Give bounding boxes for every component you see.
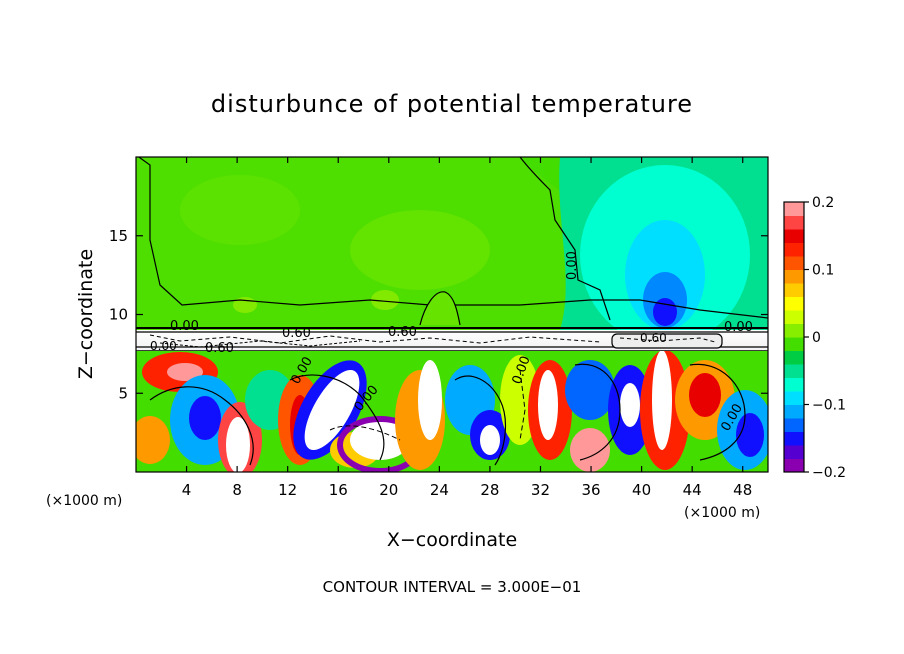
upper-field [136, 157, 768, 330]
colorbar-swatch [784, 364, 804, 378]
colorbar-swatch [784, 229, 804, 243]
colorbar: 0.2 0.1 0 −0.1 −0.2 [783, 195, 846, 481]
x-tick-label: 8 [232, 481, 242, 499]
x-tick-label: 48 [733, 481, 752, 499]
contour-label: 0.00 [724, 320, 753, 335]
y-axis: 5 10 15 [109, 227, 768, 402]
colorbar-swatch [784, 431, 804, 446]
x-tick-label: 4 [182, 481, 192, 499]
chart-title: disturbunce of potential temperature [211, 90, 693, 118]
colorbar-swatch [784, 323, 804, 338]
colorbar-tick-label: 0.2 [812, 195, 834, 211]
colorbar-swatch [784, 404, 804, 419]
y-axis-label: Z−coordinate [75, 249, 97, 379]
x-tick-label: 28 [480, 481, 499, 499]
x-tick-label: 20 [379, 481, 398, 499]
y-tick-label: 10 [109, 306, 128, 324]
colorbar-swatch [784, 337, 804, 351]
contour-label: 0.00 [565, 251, 580, 280]
contour-interval-label: CONTOUR INTERVAL = 3.000E−01 [323, 578, 582, 596]
colorbar-swatch [784, 269, 804, 284]
colorbar-swatch [784, 296, 804, 311]
x-tick-label: 12 [278, 481, 297, 499]
colorbar-tick-label: 0 [812, 330, 821, 346]
colorbar-swatch [784, 445, 804, 459]
x-axis-label: X−coordinate [387, 529, 517, 551]
colorbar-tick-label: −0.2 [812, 465, 846, 481]
colorbar-swatch [784, 283, 804, 297]
colorbar-swatch [784, 256, 804, 270]
colorbar-swatch [784, 215, 804, 230]
colorbar-swatch [784, 418, 804, 432]
x-tick-label: 16 [329, 481, 348, 499]
colorbar-swatch [784, 391, 804, 405]
x-unit-label-right: (×1000 m) [684, 505, 760, 521]
x-unit-label-left: (×1000 m) [46, 493, 122, 509]
colorbar-tick-label: −0.1 [812, 398, 846, 414]
colorbar-swatch [784, 377, 804, 392]
contour-label: 0.00 [170, 319, 199, 334]
contour-label: 0.60 [282, 326, 311, 341]
colorbar-tick-label: 0.1 [812, 263, 834, 279]
x-tick-label: 32 [531, 481, 550, 499]
x-tick-label: 40 [632, 481, 651, 499]
contour-label: 0.60 [388, 325, 417, 340]
x-tick-label: 44 [683, 481, 702, 499]
colorbar-swatch [784, 242, 804, 257]
lower-field [136, 351, 768, 472]
contour-label: 0.60 [205, 341, 234, 356]
colorbar-swatch [784, 350, 804, 365]
contour-label: 0.60 [640, 331, 667, 345]
x-tick-label: 24 [430, 481, 449, 499]
x-tick-label: 36 [581, 481, 600, 499]
colorbar-swatch [784, 202, 804, 216]
colorbar-swatch [784, 458, 804, 473]
contour-label: 0.00 [150, 339, 177, 353]
colorbar-swatch [784, 310, 804, 324]
y-tick-label: 15 [109, 227, 128, 245]
y-tick-label: 5 [118, 384, 128, 402]
x-axis: 4 8 12 16 20 24 28 32 36 40 44 48 [182, 157, 752, 499]
